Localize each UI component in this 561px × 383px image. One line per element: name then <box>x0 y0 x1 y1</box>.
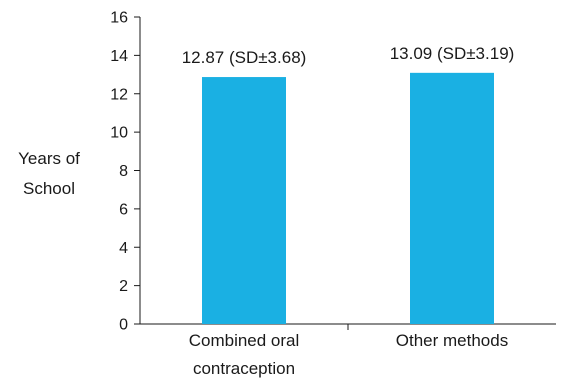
y-tick-label: 12 <box>110 86 128 103</box>
y-tick-label: 4 <box>119 240 128 257</box>
category-label: Other methods <box>396 331 508 350</box>
y-tick-label: 10 <box>110 125 128 142</box>
category-label: contraception <box>193 359 295 378</box>
y-tick-label: 16 <box>110 10 128 27</box>
y-tick-label: 14 <box>110 48 128 65</box>
labels: 12.87 (SD±3.68) Combined oral contraceptio… <box>18 44 514 378</box>
bar <box>202 77 286 324</box>
y-axis-label: Years of <box>18 149 80 168</box>
category-label: Combined oral <box>189 331 300 350</box>
bars <box>202 72 494 324</box>
bar <box>410 72 494 324</box>
y-tick-label: 8 <box>119 163 128 180</box>
axes: 0 2 4 6 8 10 12 14 16 <box>110 10 556 334</box>
y-tick-label: 0 <box>119 317 128 334</box>
y-tick-label: 6 <box>119 201 128 218</box>
y-axis-label: School <box>23 179 75 198</box>
data-label: 12.87 (SD±3.68) <box>182 48 307 67</box>
y-tick-label: 2 <box>119 278 128 295</box>
data-label: 13.09 (SD±3.19) <box>390 44 515 63</box>
